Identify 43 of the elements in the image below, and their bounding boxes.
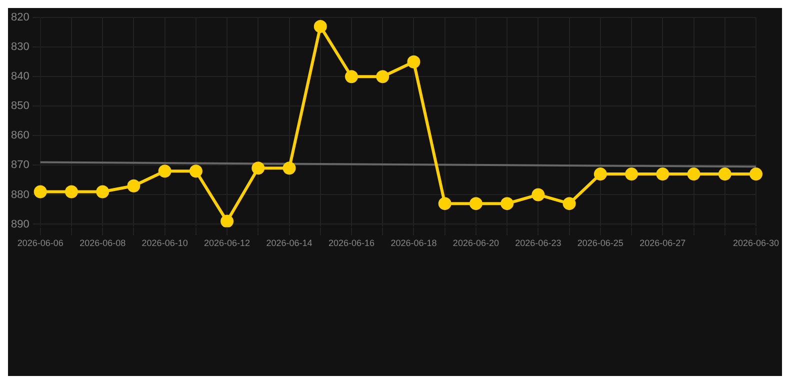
point bbox=[189, 164, 202, 178]
y-tick-label: 830 bbox=[10, 41, 30, 54]
point bbox=[500, 197, 514, 210]
point bbox=[438, 197, 452, 210]
point bbox=[252, 162, 265, 175]
point bbox=[158, 164, 172, 178]
point bbox=[687, 168, 700, 181]
point bbox=[594, 168, 607, 181]
point bbox=[344, 70, 358, 84]
x-tick-label: 2026-06-14 bbox=[266, 238, 312, 248]
x-tick-label: 2026-06-30 bbox=[732, 238, 780, 248]
x-tick-label: 2026-06-20 bbox=[452, 238, 499, 248]
y-tick-label: 880 bbox=[10, 188, 30, 201]
point bbox=[749, 168, 762, 181]
point bbox=[314, 20, 327, 33]
point bbox=[562, 197, 576, 210]
point bbox=[127, 179, 140, 192]
point bbox=[96, 185, 110, 198]
point bbox=[532, 188, 545, 202]
x-tick-label: 2026-06-06 bbox=[17, 238, 64, 248]
point bbox=[625, 168, 638, 181]
point bbox=[469, 197, 482, 210]
x-tick-label: 2026-06-27 bbox=[640, 238, 686, 248]
y-tick-label: 860 bbox=[10, 130, 30, 142]
point bbox=[407, 55, 420, 68]
y-tick-label: 850 bbox=[10, 100, 30, 112]
x-tick-label: 2026-06-12 bbox=[204, 238, 250, 248]
point bbox=[64, 185, 78, 198]
x-tick-label: 2026-06-25 bbox=[577, 238, 624, 248]
point bbox=[656, 168, 670, 181]
y-tick-label: 820 bbox=[10, 12, 30, 24]
y-tick-label: 890 bbox=[10, 218, 30, 230]
point bbox=[220, 214, 234, 228]
x-tick-label: 2026-06-10 bbox=[142, 238, 188, 248]
x-tick-label: 2026-06-16 bbox=[328, 238, 375, 248]
y-tick-label: 840 bbox=[10, 70, 30, 83]
x-tick-label: 2026-06-18 bbox=[390, 238, 437, 248]
point bbox=[282, 162, 296, 175]
x-tick-label: 2026-06-08 bbox=[80, 238, 126, 248]
y-tick-label: 870 bbox=[10, 159, 30, 172]
x-tick-label: 2026-06-23 bbox=[515, 238, 562, 248]
point bbox=[376, 70, 390, 84]
point bbox=[718, 168, 732, 181]
